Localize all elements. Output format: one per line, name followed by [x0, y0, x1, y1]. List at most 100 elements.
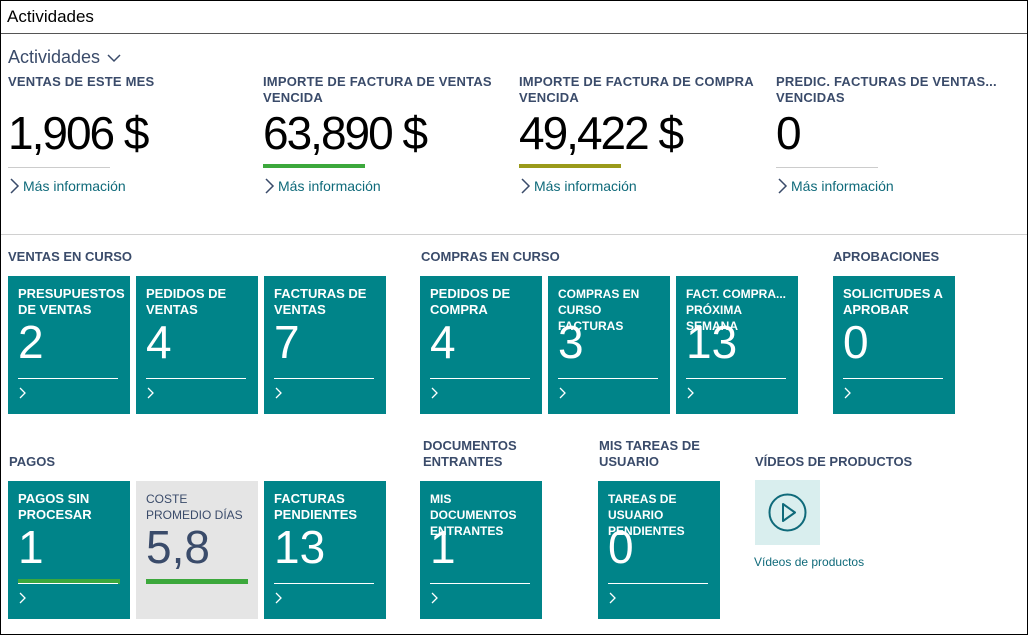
chevron-right-icon	[609, 592, 616, 604]
tile-facturas-ventas[interactable]: FACTURAS DE VENTAS 7	[264, 276, 386, 414]
tile-label: MIS DOCUMENTOS ENTRANTES	[430, 492, 517, 538]
kpi-label: IMPORTE DE FACTURA DE COMPRA VENCIDA	[519, 74, 754, 105]
chevron-right-icon	[431, 592, 438, 604]
tile-divider	[18, 378, 118, 379]
tile-divider	[608, 583, 708, 584]
tile-value: 0	[608, 521, 634, 573]
chevron-right-icon	[19, 592, 26, 604]
tile-divider	[558, 378, 658, 379]
group-documentos-entrantes: DOCUMENTOS ENTRANTES	[423, 438, 517, 469]
group-aprobaciones: APROBACIONES	[833, 249, 940, 264]
tile-fact-compra-proxima-semana[interactable]: FACT. COMPRA... PRÓXIMA SEMANA 13	[676, 276, 798, 414]
tile-divider	[686, 378, 786, 379]
section-title: Actividades	[8, 47, 101, 67]
chevron-right-icon	[431, 387, 438, 399]
tile-value: 1	[18, 521, 44, 573]
tile-label: PEDIDOS DE COMPRA	[430, 286, 511, 317]
section-divider	[1, 234, 1027, 235]
kpi-value[interactable]: 1,906 $	[8, 107, 149, 159]
chevron-right-icon	[19, 387, 26, 399]
window-title: Actividades	[7, 7, 94, 26]
chevron-right-icon	[265, 178, 275, 194]
kpi-bar	[263, 164, 365, 168]
section-header-actividades[interactable]: Actividades	[8, 47, 122, 68]
tile-divider	[274, 378, 374, 379]
tile-facturas-pendientes[interactable]: FACTURAS PENDIENTES 13	[264, 481, 386, 619]
chevron-down-icon	[107, 53, 121, 62]
tile-label: TAREAS DE USUARIO PENDIENTES	[608, 492, 685, 538]
more-info-link[interactable]: Más información	[8, 178, 248, 194]
tile-label: PRESUPUESTOS DE VENTAS	[18, 286, 125, 317]
tile-value: 4	[430, 316, 456, 368]
kpi-compra-vencida[interactable]: IMPORTE DE FACTURA DE COMPRA VENCIDA 49,…	[519, 74, 759, 194]
tile-pedidos-ventas[interactable]: PEDIDOS DE VENTAS 4	[136, 276, 258, 414]
chevron-right-icon	[10, 178, 20, 194]
video-thumbnail[interactable]	[755, 480, 820, 545]
tile-label: COSTE PROMEDIO DÍAS	[146, 492, 243, 522]
tile-divider	[146, 378, 246, 379]
tile-value: 4	[146, 316, 172, 368]
more-info-link[interactable]: Más información	[776, 178, 1016, 194]
kpi-label: VENTAS DE ESTE MES	[8, 74, 155, 89]
tile-label: COMPRAS EN CURSO FACTURAS	[558, 287, 640, 333]
kpi-value[interactable]: 49,422 $	[519, 107, 684, 159]
videos-productos-link[interactable]: Vídeos de productos	[754, 555, 865, 569]
kpi-value[interactable]: 0	[776, 107, 802, 159]
chevron-right-icon	[275, 387, 282, 399]
tile-value: 5,8	[146, 521, 210, 573]
chevron-right-icon	[687, 387, 694, 399]
tile-divider	[18, 583, 118, 584]
chevron-right-icon	[521, 178, 531, 194]
chevron-right-icon	[559, 387, 566, 399]
title-bar: Actividades	[1, 1, 1027, 34]
tile-compras-en-curso-facturas[interactable]: COMPRAS EN CURSO FACTURAS 3	[548, 276, 670, 414]
tile-label: FACT. COMPRA... PRÓXIMA SEMANA	[686, 287, 787, 333]
tile-value: 0	[843, 316, 869, 368]
tile-mis-documentos-entrantes[interactable]: MIS DOCUMENTOS ENTRANTES 1	[420, 481, 542, 619]
tile-tareas-usuario-pendientes[interactable]: TAREAS DE USUARIO PENDIENTES 0	[598, 481, 720, 619]
kpi-bar	[519, 164, 621, 168]
tile-divider	[430, 583, 530, 584]
kpi-predic-facturas[interactable]: PREDIC. FACTURAS DE VENTAS... VENCIDAS 0…	[776, 74, 1016, 194]
kpi-value[interactable]: 63,890 $	[263, 107, 428, 159]
tile-coste-promedio-dias[interactable]: COSTE PROMEDIO DÍAS 5,8	[136, 481, 258, 619]
tile-value: 2	[18, 316, 44, 368]
group-videos-productos: VÍDEOS DE PRODUCTOS	[755, 454, 913, 469]
tile-divider	[274, 583, 374, 584]
more-info-link[interactable]: Más información	[519, 178, 759, 194]
group-pagos: PAGOS	[9, 454, 55, 469]
kpi-label: PREDIC. FACTURAS DE VENTAS... VENCIDAS	[776, 74, 997, 105]
more-info-link[interactable]: Más información	[263, 178, 503, 194]
chevron-right-icon	[275, 592, 282, 604]
tile-value: 7	[274, 316, 300, 368]
group-ventas-en-curso: VENTAS EN CURSO	[8, 249, 132, 264]
chevron-right-icon	[147, 387, 154, 399]
tile-divider	[430, 378, 530, 379]
kpi-ventas-vencida[interactable]: IMPORTE DE FACTURA DE VENTAS VENCIDA 63,…	[263, 74, 503, 194]
tile-label: PAGOS SIN PROCESAR	[18, 491, 92, 522]
chevron-right-icon	[844, 387, 851, 399]
tile-presupuestos-ventas[interactable]: PRESUPUESTOS DE VENTAS 2	[8, 276, 130, 414]
tile-value: 13	[686, 316, 738, 368]
kpi-bar	[8, 167, 110, 168]
tile-pedidos-compra[interactable]: PEDIDOS DE COMPRA 4	[420, 276, 542, 414]
tile-label: SOLICITUDES A APROBAR	[843, 286, 943, 317]
tile-divider	[843, 378, 943, 379]
group-compras-en-curso: COMPRAS EN CURSO	[421, 249, 560, 264]
tile-solicitudes-aprobar[interactable]: SOLICITUDES A APROBAR 0	[833, 276, 955, 414]
tile-label: PEDIDOS DE VENTAS	[146, 286, 227, 317]
tile-status-bar	[146, 579, 248, 584]
tile-label: FACTURAS DE VENTAS	[274, 286, 367, 317]
tile-status-bar	[18, 579, 120, 584]
group-mis-tareas: MIS TAREAS DE USUARIO	[599, 438, 700, 469]
tile-value: 3	[558, 316, 584, 368]
chevron-right-icon	[778, 178, 788, 194]
kpi-bar	[776, 167, 878, 168]
play-icon	[768, 493, 807, 532]
kpi-label: IMPORTE DE FACTURA DE VENTAS VENCIDA	[263, 74, 492, 105]
tile-label: FACTURAS PENDIENTES	[274, 491, 358, 522]
kpi-ventas-mes[interactable]: VENTAS DE ESTE MES 1,906 $ Más informaci…	[8, 74, 248, 194]
tile-value: 1	[430, 521, 456, 573]
tile-value: 13	[274, 521, 326, 573]
tile-pagos-sin-procesar[interactable]: PAGOS SIN PROCESAR 1	[8, 481, 130, 619]
